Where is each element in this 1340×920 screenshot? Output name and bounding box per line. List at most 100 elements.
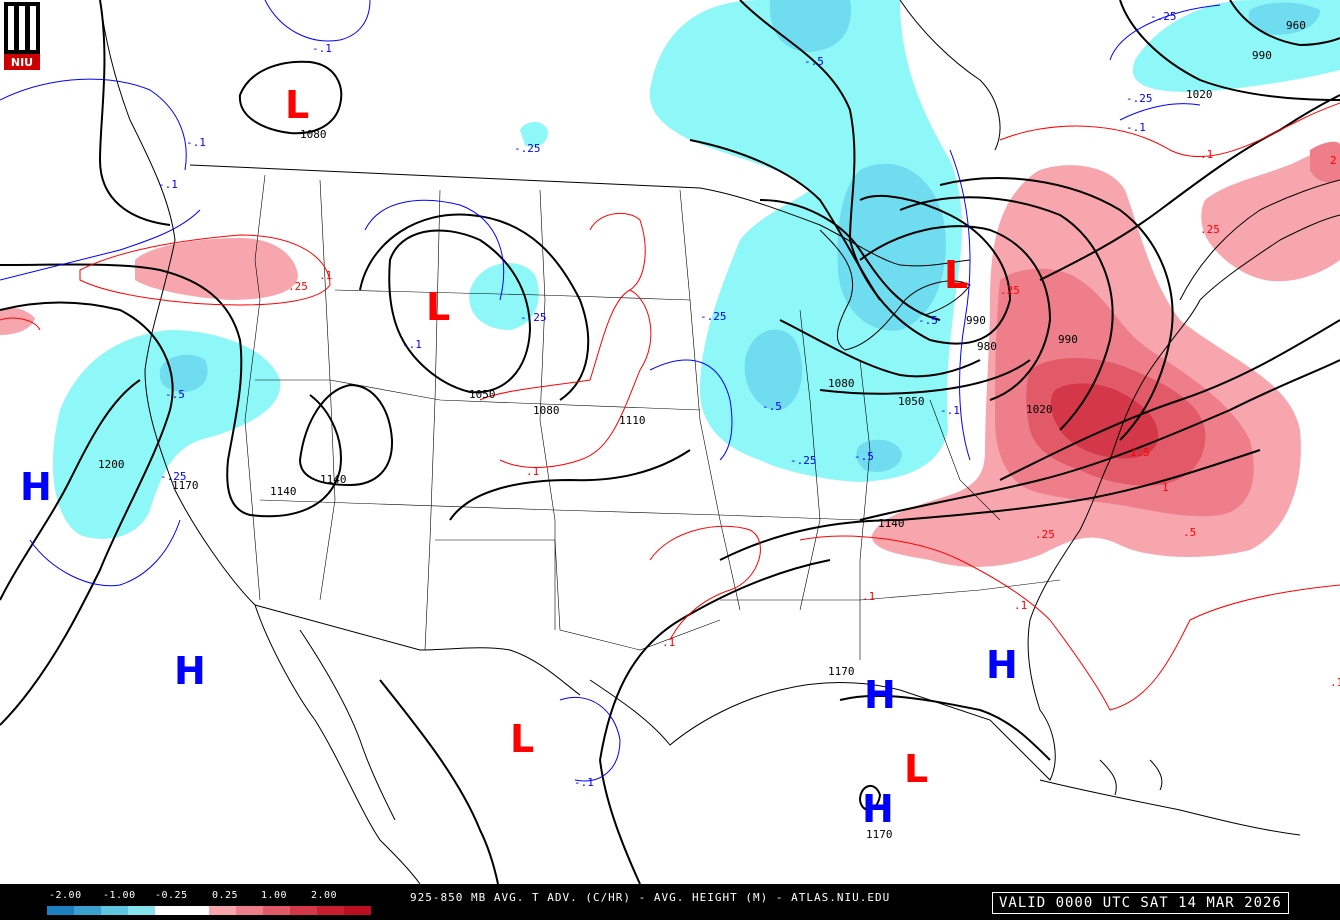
height-contour bbox=[359, 213, 590, 401]
height-contour bbox=[689, 139, 881, 301]
high-pressure-label: H bbox=[174, 649, 206, 693]
height-contour bbox=[819, 359, 1031, 395]
height-label: 1140 bbox=[320, 473, 347, 486]
height-label: 1020 bbox=[1026, 403, 1053, 416]
warm-advection-area bbox=[1310, 141, 1340, 183]
height-contour bbox=[599, 759, 641, 884]
warm-advection-label: 1 bbox=[1162, 481, 1169, 494]
height-contour bbox=[739, 0, 1012, 345]
canada-us-border bbox=[189, 164, 971, 267]
mexico-us-border bbox=[254, 604, 581, 696]
high-pressure-label: H bbox=[986, 643, 1018, 687]
height-label: 1080 bbox=[828, 377, 855, 390]
cold-advection-contour bbox=[0, 209, 201, 281]
low-pressure-label: L bbox=[510, 717, 534, 761]
height-contour bbox=[298, 383, 394, 487]
warm-advection-contour bbox=[79, 234, 331, 306]
scale-tick: 2.00 bbox=[311, 890, 338, 901]
warm-advection-area bbox=[135, 238, 298, 300]
cold-advection-area bbox=[856, 439, 902, 472]
west-coastline bbox=[99, 0, 421, 884]
state-border bbox=[259, 499, 861, 521]
warm-advection-label: 1.5 bbox=[1130, 446, 1150, 459]
height-label: 1020 bbox=[1186, 88, 1213, 101]
height-label: 1140 bbox=[270, 485, 297, 498]
map-footer: -2.00 -1.00 -0.25 0.25 1.00 2.00 925-850… bbox=[0, 884, 1340, 920]
warm-advection-label: .1 bbox=[526, 465, 539, 478]
warm-advection-contour bbox=[589, 212, 646, 291]
state-border bbox=[244, 174, 266, 601]
cold-advection-label: -.25 bbox=[1150, 10, 1177, 23]
height-contour bbox=[388, 229, 532, 394]
cold-advection-area bbox=[837, 163, 946, 331]
high-pressure-label: H bbox=[864, 673, 896, 717]
cold-advection-label: -.1 bbox=[1126, 121, 1146, 134]
cold-advection-label: -.25 bbox=[160, 470, 187, 483]
warm-advection-area bbox=[1050, 383, 1159, 459]
color-scale-swatch bbox=[290, 906, 317, 915]
height-contour bbox=[939, 177, 1174, 441]
color-scale-swatch bbox=[128, 906, 155, 915]
height-label: 960 bbox=[1286, 19, 1306, 32]
warm-advection-label: .1 bbox=[862, 590, 875, 603]
scale-tick: -0.25 bbox=[155, 890, 188, 901]
niu-logo: NIU bbox=[4, 2, 40, 70]
height-contour bbox=[98, 0, 171, 226]
cold-advection-label: -.25 bbox=[514, 142, 541, 155]
high-pressure-label: H bbox=[20, 465, 52, 509]
color-scale-swatch bbox=[209, 906, 236, 915]
cold-advection-contour bbox=[364, 199, 505, 301]
color-scale-swatch bbox=[236, 906, 263, 915]
height-contour bbox=[1119, 0, 1340, 101]
cold-advection-area bbox=[744, 329, 803, 411]
cold-advection-label: -.1 bbox=[158, 178, 178, 191]
warm-advection-label: .25 bbox=[1000, 284, 1020, 297]
warm-advection-label: .25 bbox=[1200, 223, 1220, 236]
height-contour bbox=[599, 559, 831, 761]
warm-advection-label: .5 bbox=[1183, 526, 1196, 539]
hudson-bay-coastline bbox=[899, 0, 1001, 151]
cold-advection-label: -.1 bbox=[312, 42, 332, 55]
cold-advection-label: -.25 bbox=[790, 454, 817, 467]
height-contour bbox=[859, 359, 1340, 521]
height-contour bbox=[1229, 0, 1340, 47]
advection-labels: .1 .25 .1 .1 .1 .1 .25 .25 .5 1 1.5 .1 2… bbox=[158, 10, 1340, 789]
cold-advection-area bbox=[649, 0, 962, 482]
height-label: 990 bbox=[1252, 49, 1272, 62]
advection-height-map: L L L L L H H H H H 1080 1200 1170 1140 … bbox=[0, 0, 1340, 884]
cold-advection-label: -.1 bbox=[940, 404, 960, 417]
cold-advection-contour bbox=[949, 149, 971, 461]
warm-advection-label: .25 bbox=[288, 280, 308, 293]
cold-advection-label: -.5 bbox=[762, 400, 782, 413]
warm-advection-contour bbox=[799, 535, 1051, 621]
cold-advection-contour bbox=[1109, 4, 1221, 121]
gulf-coastline bbox=[589, 299, 1201, 781]
color-scale-swatch bbox=[344, 906, 371, 915]
warm-advection-label: .1 bbox=[1014, 599, 1027, 612]
scale-tick: -2.00 bbox=[49, 890, 82, 901]
height-label: 1170 bbox=[866, 828, 893, 841]
height-contour bbox=[0, 263, 342, 518]
warm-advection-label: .1 bbox=[662, 636, 675, 649]
height-contour bbox=[238, 60, 343, 135]
state-border bbox=[859, 359, 871, 660]
valid-time: VALID 0000 UTC SAT 14 MAR 2026 bbox=[992, 892, 1289, 914]
cold-advection-label: -.5 bbox=[804, 55, 824, 68]
height-contour bbox=[999, 319, 1340, 481]
height-contour bbox=[759, 199, 941, 321]
height-contour bbox=[719, 449, 1261, 561]
warm-advection-contour bbox=[0, 317, 41, 331]
scale-tick: -1.00 bbox=[103, 890, 136, 901]
height-contour bbox=[858, 785, 882, 811]
color-scale-swatch bbox=[74, 906, 101, 915]
product-title: 925-850 MB AVG. T ADV. (C/HR) - AVG. HEI… bbox=[410, 891, 891, 904]
state-border bbox=[929, 399, 1001, 521]
warm-advection-contour bbox=[999, 102, 1340, 158]
low-pressure-label: L bbox=[904, 747, 928, 791]
height-label: 990 bbox=[966, 314, 986, 327]
state-border bbox=[679, 189, 741, 611]
warm-advection-label: .1 bbox=[1200, 148, 1213, 161]
pressure-centers: L L L L L H H H H H bbox=[20, 83, 1018, 831]
cold-advection-area bbox=[1248, 2, 1320, 35]
